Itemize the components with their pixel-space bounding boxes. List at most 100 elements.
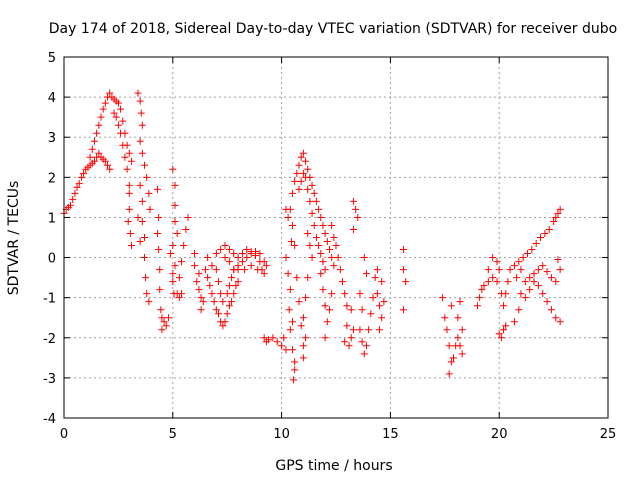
data-point — [515, 258, 523, 266]
data-point — [312, 197, 320, 205]
data-point — [141, 234, 149, 241]
data-point — [182, 225, 190, 233]
data-point — [280, 334, 288, 342]
data-point — [299, 169, 307, 177]
data-point — [506, 266, 514, 274]
data-point — [223, 310, 231, 318]
data-point — [545, 225, 553, 233]
data-point — [173, 229, 181, 237]
data-point — [456, 298, 464, 306]
data-point — [138, 149, 146, 157]
data-point — [225, 246, 233, 254]
data-point — [345, 342, 353, 350]
data-point — [230, 266, 238, 274]
data-point — [214, 278, 222, 286]
data-point — [157, 306, 165, 314]
data-point — [297, 153, 305, 161]
data-point — [489, 274, 497, 282]
data-point — [441, 314, 449, 322]
x-tick-label: 20 — [491, 427, 508, 442]
data-point — [169, 270, 177, 278]
data-point — [212, 250, 220, 258]
data-point — [288, 318, 296, 326]
data-series — [60, 89, 564, 384]
data-point — [110, 109, 118, 117]
data-point — [458, 350, 466, 358]
data-point — [458, 326, 466, 334]
data-point — [299, 342, 307, 350]
data-point — [360, 254, 368, 262]
data-point — [402, 278, 410, 286]
data-point — [349, 326, 357, 334]
data-point — [145, 189, 153, 197]
data-point — [352, 205, 360, 213]
y-tick-label: 5 — [48, 51, 56, 66]
data-point — [319, 286, 327, 294]
data-point — [532, 240, 540, 248]
data-point — [158, 326, 166, 334]
data-point — [169, 242, 177, 250]
data-point — [164, 314, 172, 322]
data-point — [556, 205, 564, 213]
data-point — [306, 242, 314, 250]
data-point — [299, 149, 307, 157]
data-point — [286, 286, 294, 294]
data-point — [304, 229, 312, 237]
data-point — [95, 149, 103, 157]
data-point — [495, 266, 503, 274]
data-point — [146, 205, 154, 213]
data-point — [526, 286, 534, 294]
data-point — [262, 338, 270, 346]
data-point — [288, 189, 296, 197]
data-point — [315, 242, 323, 250]
data-point — [69, 195, 77, 203]
data-point — [282, 254, 290, 262]
data-point — [325, 306, 333, 314]
data-point — [156, 286, 164, 294]
data-point — [308, 181, 316, 189]
data-point — [136, 238, 144, 246]
data-point — [541, 229, 549, 237]
data-point — [210, 298, 218, 306]
data-point — [127, 242, 135, 250]
data-point — [221, 318, 229, 326]
data-point — [114, 99, 122, 107]
data-point — [539, 290, 547, 298]
data-point — [201, 266, 209, 274]
data-point — [528, 246, 536, 254]
data-point — [554, 209, 562, 217]
data-point — [367, 310, 375, 318]
y-tick-label: 4 — [48, 91, 56, 106]
data-point — [137, 109, 145, 117]
data-point — [371, 274, 379, 282]
data-point — [291, 177, 299, 185]
data-point — [534, 266, 542, 274]
data-point — [328, 254, 336, 262]
data-point — [323, 318, 331, 326]
data-point — [206, 282, 214, 290]
data-point — [162, 322, 170, 330]
data-point — [204, 274, 212, 282]
data-point — [302, 157, 310, 165]
data-point — [90, 157, 98, 165]
data-point — [299, 314, 307, 322]
data-point — [285, 306, 293, 314]
data-point — [339, 278, 347, 286]
data-point — [295, 185, 303, 193]
data-point — [136, 97, 144, 105]
x-tick-label: 10 — [273, 427, 290, 442]
data-point — [543, 298, 551, 306]
data-point — [376, 326, 384, 334]
data-point — [341, 338, 349, 346]
data-point — [552, 213, 560, 221]
data-point — [502, 322, 510, 330]
data-point — [349, 225, 357, 233]
data-point — [230, 290, 238, 298]
data-point — [443, 326, 451, 334]
data-point — [336, 266, 344, 274]
data-point — [358, 306, 366, 314]
data-point — [310, 189, 318, 197]
data-point — [154, 229, 162, 237]
data-point — [234, 254, 242, 262]
